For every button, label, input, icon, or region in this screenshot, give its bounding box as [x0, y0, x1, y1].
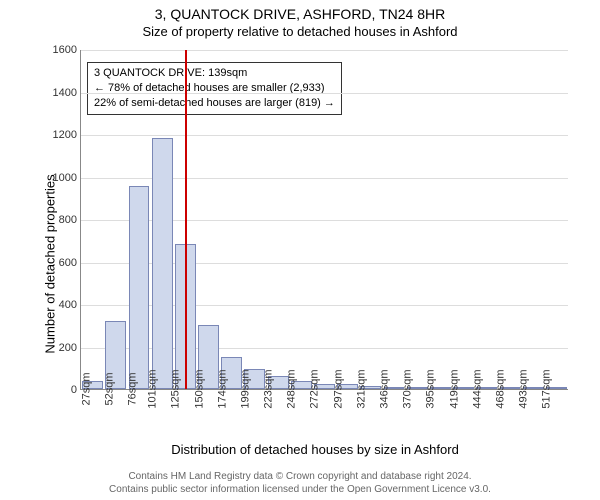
x-tick-label: 174sqm	[212, 369, 228, 408]
footer: Contains HM Land Registry data © Crown c…	[0, 471, 600, 496]
x-tick-label: 272sqm	[305, 369, 321, 408]
bar-slot: 248sqm	[290, 50, 313, 389]
page-address-title: 3, QUANTOCK DRIVE, ASHFORD, TN24 8HR	[0, 0, 600, 22]
property-marker-line	[185, 50, 187, 389]
y-axis-label: Number of detached properties	[43, 174, 58, 353]
x-tick-label: 125sqm	[166, 369, 182, 408]
bar-slot: 395sqm	[429, 50, 452, 389]
x-tick-label: 517sqm	[537, 369, 553, 408]
bar	[152, 138, 173, 389]
bar-slot: 297sqm	[336, 50, 359, 389]
x-tick-label: 27sqm	[76, 372, 92, 405]
x-tick-label: 248sqm	[282, 369, 298, 408]
y-tick-label: 1200	[53, 129, 81, 141]
x-tick-label: 395sqm	[421, 369, 437, 408]
y-tick-label: 1000	[53, 172, 81, 184]
x-tick-label: 199sqm	[235, 369, 251, 408]
x-tick-label: 150sqm	[189, 369, 205, 408]
x-tick-label: 370sqm	[398, 369, 414, 408]
plot-area: 3 QUANTOCK DRIVE: 139sqm ← 78% of detach…	[80, 50, 568, 390]
x-tick-label: 76sqm	[122, 372, 138, 405]
x-axis-label: Distribution of detached houses by size …	[50, 442, 580, 457]
bar-slot: 517sqm	[545, 50, 568, 389]
chart-container: Number of detached properties 3 QUANTOCK…	[50, 44, 580, 404]
x-tick-label: 468sqm	[490, 369, 506, 408]
bar-slot: 346sqm	[382, 50, 405, 389]
bar-slot: 76sqm	[127, 50, 150, 389]
y-tick-label: 800	[59, 214, 81, 226]
footer-line-2: Contains public sector information licen…	[0, 484, 600, 497]
bar-slot: 321sqm	[359, 50, 382, 389]
x-tick-label: 223sqm	[259, 369, 275, 408]
x-tick-label: 297sqm	[328, 369, 344, 408]
y-tick-label: 600	[59, 257, 81, 269]
bar-slot: 223sqm	[267, 50, 290, 389]
x-tick-label: 346sqm	[374, 369, 390, 408]
x-tick-label: 444sqm	[467, 369, 483, 408]
y-tick-label: 200	[59, 342, 81, 354]
page-subtitle: Size of property relative to detached ho…	[0, 22, 600, 43]
bar-slot: 493sqm	[522, 50, 545, 389]
bars-group: 27sqm52sqm76sqm101sqm125sqm150sqm174sqm1…	[81, 50, 568, 389]
bar-slot: 370sqm	[406, 50, 429, 389]
y-tick-label: 400	[59, 299, 81, 311]
x-tick-label: 493sqm	[514, 369, 530, 408]
x-tick-label: 419sqm	[444, 369, 460, 408]
bar-slot: 419sqm	[452, 50, 475, 389]
x-tick-label: 321sqm	[351, 369, 367, 408]
bar	[129, 186, 150, 389]
y-tick-label: 1600	[53, 44, 81, 56]
bar-slot: 174sqm	[220, 50, 243, 389]
x-tick-label: 52sqm	[99, 372, 115, 405]
x-tick-label: 101sqm	[143, 369, 159, 408]
bar-slot: 199sqm	[243, 50, 266, 389]
bar-slot: 272sqm	[313, 50, 336, 389]
y-tick-label: 1400	[53, 87, 81, 99]
bar-slot: 52sqm	[104, 50, 127, 389]
footer-line-1: Contains HM Land Registry data © Crown c…	[0, 471, 600, 484]
bar-slot: 468sqm	[498, 50, 521, 389]
bar-slot: 150sqm	[197, 50, 220, 389]
bar-slot: 27sqm	[81, 50, 104, 389]
bar-slot: 444sqm	[475, 50, 498, 389]
bar-slot: 101sqm	[151, 50, 174, 389]
